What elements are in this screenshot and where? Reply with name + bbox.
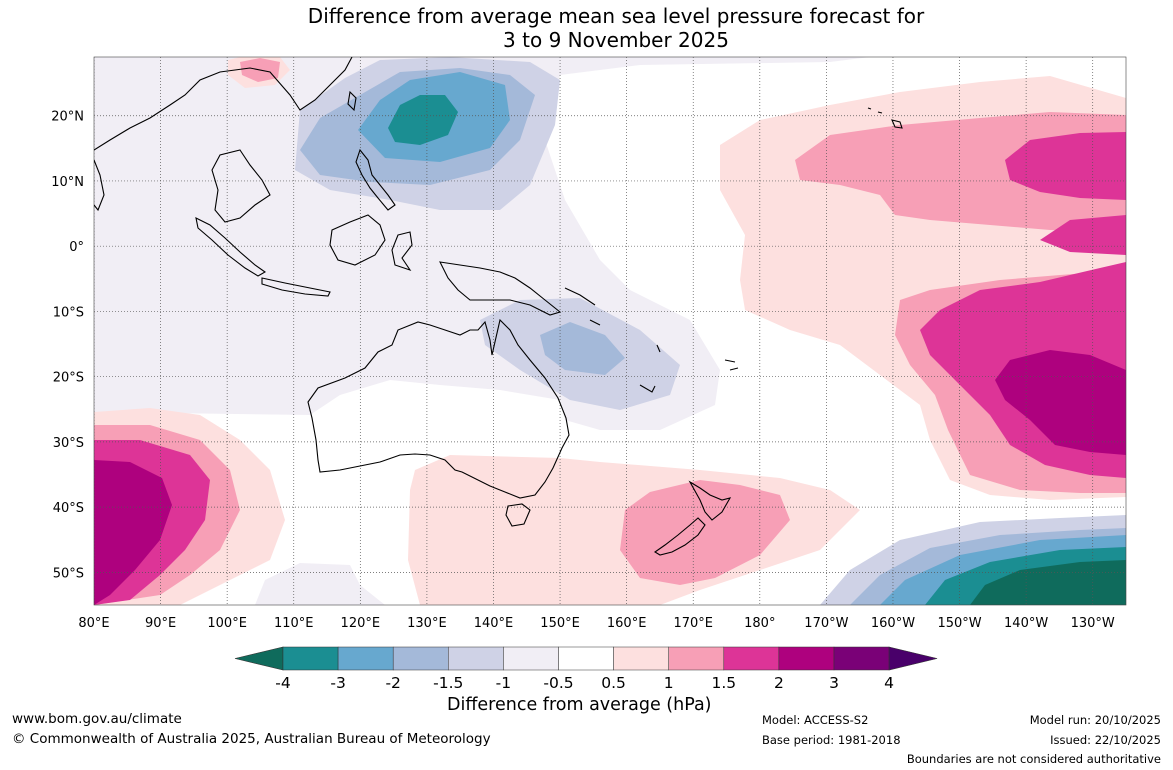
issued-date: Issued: 22/10/2025 [1050,733,1161,747]
anomaly-region-pos15-north-pacific [1005,132,1126,200]
sumatra-coastline [195,217,267,277]
new-zealand-north-island [688,480,732,521]
colorbar-swatch [448,646,504,671]
latitude-label: 20°S [53,371,84,386]
java-coastline [261,277,331,297]
copyright-text: © Commonwealth of Australia 2025, Austra… [12,731,491,747]
anomaly-region-neg3-philippines [388,95,458,145]
latitude-label: 40°S [53,501,84,516]
colorbar-swatch [668,646,725,671]
colorbar-tick-label: -4 [275,674,290,692]
anomaly-region-pos15-east-pacific [1040,215,1126,255]
colorbar-tick-label: 1.5 [711,674,736,692]
colorbar-tick-label: -0.5 [543,674,573,692]
longitude-label: 140°W [1004,616,1048,631]
colorbar-swatch [613,646,669,671]
anomaly-region-neg15-coral-sea [540,322,625,375]
longitude-label: 160°E [607,616,647,631]
longitude-label: 130°W [1071,616,1115,631]
anomaly-region-pos1-new-zealand [620,480,790,585]
longitude-label: 130°E [407,616,447,631]
anomaly-region-neg05-south [255,563,385,605]
colorbar-tick-label: 0.5 [601,674,626,692]
colorbar-swatch [723,646,780,671]
longitude-label: 180° [744,616,775,631]
colorbar: -4 -3 -2 -1.5 -1 -0.5 0.5 1 1.5 2 3 4 [234,646,938,692]
colorbar-swatch [833,646,890,671]
longitude-label: 160°W [871,616,915,631]
new-guinea-coastline [439,261,562,316]
graticule [94,57,1126,605]
longitude-label: 140°E [474,616,514,631]
colorbar-tick-label: -3 [330,674,345,692]
colorbar-tick-label: -1.5 [433,674,463,692]
colorbar-tick-label: -2 [385,674,400,692]
latitude-label: 10°N [51,175,84,190]
pressure-anomaly-field [94,57,1126,605]
colorbar-extend-low [234,646,284,671]
model-name: Model: ACCESS-S2 [762,713,869,727]
longitude-label: 90°E [145,616,176,631]
anomaly-region-pos2-south-pacific [995,350,1126,455]
longitude-label: 80°E [78,616,109,631]
latitude-label: 0° [69,240,84,255]
latitude-labels: 20°N 10°N 0° 10°S 20°S 30°S 40°S 50°S [51,110,84,582]
colorbar-swatch [558,646,614,671]
anomaly-region-pos2-indian [94,460,172,605]
colorbar-swatch [392,646,449,671]
colorbar-tick-label: 4 [884,674,894,692]
colorbar-tick-label: -1 [496,674,511,692]
map-title-line-2: 3 to 9 November 2025 [503,28,729,52]
anomaly-region-neg05-west-pacific [94,57,870,430]
taiwan-coastline [347,90,357,112]
colorbar-swatch [778,646,835,671]
latitude-label: 10°S [53,305,84,320]
longitude-labels: 80°E 90°E 100°E 110°E 120°E 130°E 140°E 150°E 16… [78,616,1115,631]
latitude-label: 50°S [53,566,84,581]
website-url[interactable]: www.bom.gov.au/climate [12,711,182,727]
colorbar-extend-high [888,646,938,671]
colorbar-swatch [282,646,339,671]
tasmania-coastline [505,503,531,527]
borneo-coastline [329,214,386,266]
map-title: Difference from average mean sea level p… [0,4,1173,52]
model-run-date: Model run: 20/10/2025 [1029,713,1161,727]
coastlines [94,57,903,556]
boundaries-disclaimer: Boundaries are not considered authoritat… [906,752,1161,766]
latitude-label: 20°N [51,110,84,125]
india-coastline [94,159,105,212]
australia-coastline [307,318,570,499]
hawaii-coastline [867,107,903,129]
sulawesi-coastline [391,231,413,272]
pacific-islands-coastline [564,287,739,393]
base-period: Base period: 1981-2018 [762,733,901,747]
colorbar-tick-label: 1 [664,674,674,692]
longitude-label: 150°W [937,616,981,631]
longitude-label: 170°W [804,616,848,631]
colorbar-tick-label: 3 [829,674,839,692]
longitude-label: 120°E [341,616,381,631]
longitude-label: 150°E [540,616,580,631]
latitude-label: 30°S [53,436,84,451]
map-title-line-1: Difference from average mean sea level p… [307,4,925,28]
longitude-label: 110°E [274,616,314,631]
longitude-label: 100°E [207,616,247,631]
new-zealand-south-island [653,517,706,556]
longitude-label: 170°E [673,616,713,631]
colorbar-swatch [503,646,559,671]
asia-mainland-coastline [94,57,353,223]
anomaly-region-neg4-south-pacific [970,560,1126,605]
philippines-coastline [355,148,396,211]
colorbar-tick-label: 2 [774,674,784,692]
colorbar-swatch [337,646,394,671]
colorbar-title: Difference from average (hPa) [447,695,712,715]
